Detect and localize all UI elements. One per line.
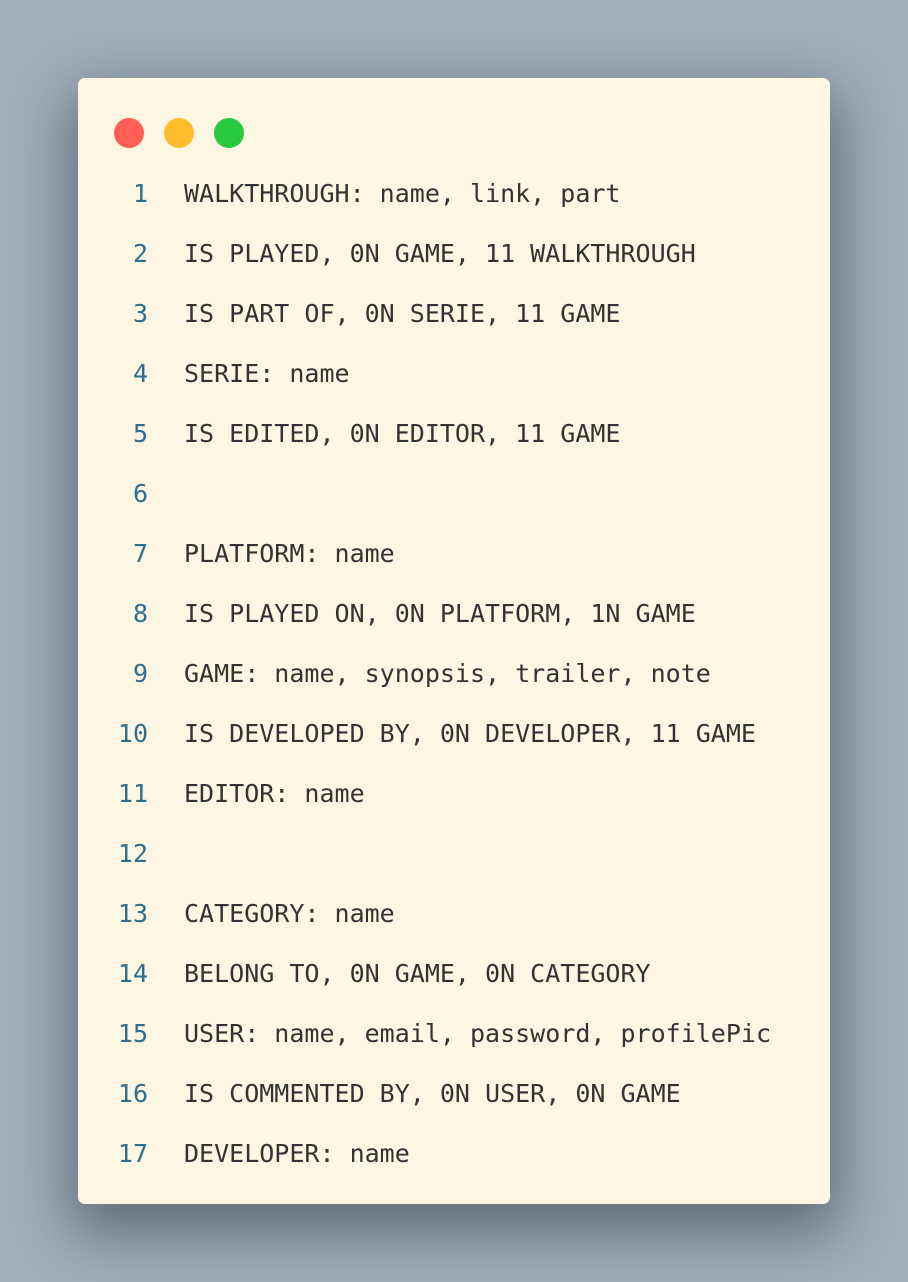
line-text: SERIE: name bbox=[184, 358, 350, 388]
line-number: 6 bbox=[132, 478, 148, 508]
code-line: 15 USER: name, email, password, profileP… bbox=[78, 1003, 830, 1063]
code-line: 9 GAME: name, synopsis, trailer, note bbox=[78, 643, 830, 703]
line-text: IS DEVELOPED BY, 0N DEVELOPER, 11 GAME bbox=[184, 718, 756, 748]
line-text: IS COMMENTED BY, 0N USER, 0N GAME bbox=[184, 1078, 681, 1108]
minimize-button[interactable] bbox=[164, 118, 194, 148]
line-number: 9 bbox=[132, 658, 148, 688]
line-text: EDITOR: name bbox=[184, 778, 365, 808]
line-number: 13 bbox=[117, 898, 148, 928]
code-window: 1 WALKTHROUGH: name, link, part 2 IS PLA… bbox=[78, 78, 830, 1204]
line-text: IS PART OF, 0N SERIE, 11 GAME bbox=[184, 298, 621, 328]
line-text: BELONG TO, 0N GAME, 0N CATEGORY bbox=[184, 958, 651, 988]
line-number: 5 bbox=[132, 418, 148, 448]
line-number: 4 bbox=[132, 358, 148, 388]
code-line: 4 SERIE: name bbox=[78, 343, 830, 403]
line-number: 10 bbox=[117, 718, 148, 748]
line-number: 1 bbox=[132, 178, 148, 208]
code-line: 7 PLATFORM: name bbox=[78, 523, 830, 583]
line-number: 12 bbox=[117, 838, 148, 868]
line-number: 2 bbox=[132, 238, 148, 268]
code-line: 16 IS COMMENTED BY, 0N USER, 0N GAME bbox=[78, 1063, 830, 1123]
line-text: IS EDITED, 0N EDITOR, 11 GAME bbox=[184, 418, 621, 448]
code-line: 5 IS EDITED, 0N EDITOR, 11 GAME bbox=[78, 403, 830, 463]
line-number: 11 bbox=[117, 778, 148, 808]
zoom-button[interactable] bbox=[214, 118, 244, 148]
code-line: 3 IS PART OF, 0N SERIE, 11 GAME bbox=[78, 283, 830, 343]
line-text: USER: name, email, password, profilePic bbox=[184, 1018, 771, 1048]
line-number: 17 bbox=[117, 1138, 148, 1168]
line-number: 16 bbox=[117, 1078, 148, 1108]
line-number: 8 bbox=[132, 598, 148, 628]
code-line: 11 EDITOR: name bbox=[78, 763, 830, 823]
line-text: DEVELOPER: name bbox=[184, 1138, 410, 1168]
code-block: 1 WALKTHROUGH: name, link, part 2 IS PLA… bbox=[78, 163, 830, 1183]
code-line: 17 DEVELOPER: name bbox=[78, 1123, 830, 1183]
line-number: 3 bbox=[132, 298, 148, 328]
code-line: 14 BELONG TO, 0N GAME, 0N CATEGORY bbox=[78, 943, 830, 1003]
code-line: 10 IS DEVELOPED BY, 0N DEVELOPER, 11 GAM… bbox=[78, 703, 830, 763]
line-text: PLATFORM: name bbox=[184, 538, 395, 568]
line-text: IS PLAYED, 0N GAME, 11 WALKTHROUGH bbox=[184, 238, 696, 268]
line-number: 14 bbox=[117, 958, 148, 988]
code-line: 13 CATEGORY: name bbox=[78, 883, 830, 943]
code-line: 1 WALKTHROUGH: name, link, part bbox=[78, 163, 830, 223]
line-text: CATEGORY: name bbox=[184, 898, 395, 928]
line-text: WALKTHROUGH: name, link, part bbox=[184, 178, 621, 208]
code-line: 2 IS PLAYED, 0N GAME, 11 WALKTHROUGH bbox=[78, 223, 830, 283]
line-number: 15 bbox=[117, 1018, 148, 1048]
line-text: IS PLAYED ON, 0N PLATFORM, 1N GAME bbox=[184, 598, 696, 628]
code-line: 6 bbox=[78, 463, 830, 523]
code-line: 8 IS PLAYED ON, 0N PLATFORM, 1N GAME bbox=[78, 583, 830, 643]
code-line: 12 bbox=[78, 823, 830, 883]
line-text: GAME: name, synopsis, trailer, note bbox=[184, 658, 711, 688]
line-number: 7 bbox=[132, 538, 148, 568]
close-button[interactable] bbox=[114, 118, 144, 148]
